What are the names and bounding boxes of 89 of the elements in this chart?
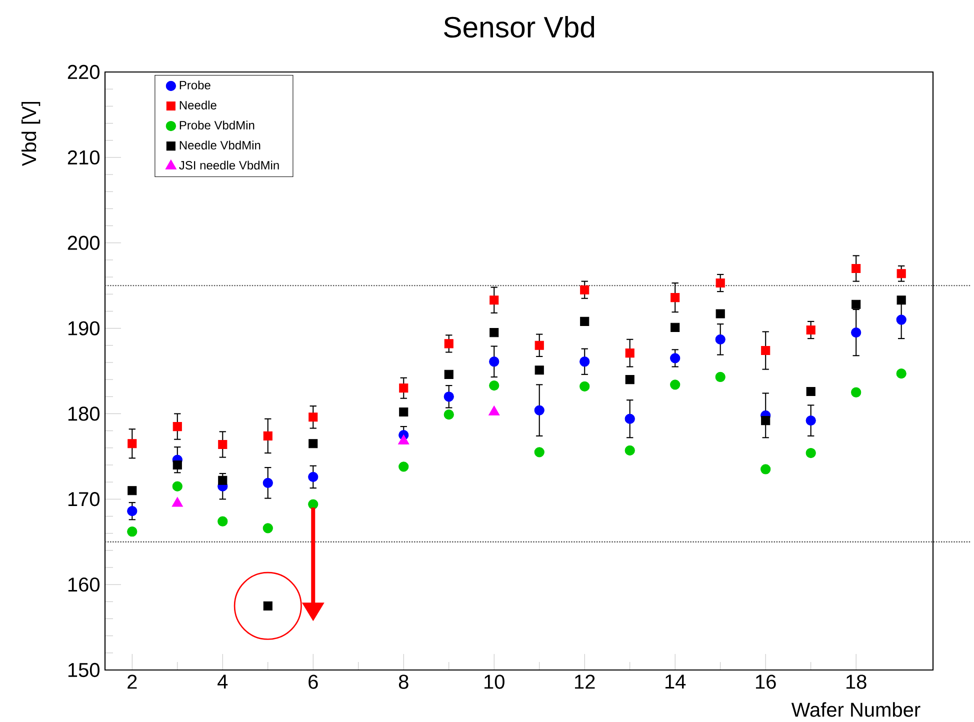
point bbox=[172, 422, 182, 432]
point bbox=[806, 415, 816, 426]
point bbox=[172, 497, 183, 507]
point bbox=[580, 356, 590, 367]
point bbox=[761, 416, 770, 426]
point bbox=[172, 460, 182, 470]
point bbox=[580, 285, 590, 294]
point bbox=[580, 381, 590, 392]
point bbox=[624, 414, 635, 424]
point bbox=[128, 486, 137, 496]
y-tick-label: 150 bbox=[68, 662, 100, 678]
x-tick-label: 18 bbox=[846, 674, 866, 689]
x-tick-label: 2 bbox=[128, 674, 137, 689]
y-tick-label: 210 bbox=[68, 150, 100, 165]
point bbox=[806, 448, 816, 458]
point bbox=[760, 464, 771, 474]
point bbox=[262, 478, 273, 488]
point bbox=[308, 472, 318, 482]
point bbox=[444, 339, 454, 348]
point bbox=[308, 439, 318, 448]
point bbox=[444, 370, 454, 379]
point bbox=[444, 392, 454, 402]
point bbox=[263, 431, 272, 440]
point bbox=[128, 439, 137, 448]
point bbox=[218, 440, 228, 450]
point bbox=[534, 366, 544, 375]
point bbox=[218, 516, 228, 526]
x-tick-label: 4 bbox=[218, 674, 228, 688]
point bbox=[488, 406, 500, 416]
x-tick-label: 12 bbox=[575, 674, 595, 689]
point bbox=[670, 322, 680, 332]
point bbox=[716, 309, 725, 318]
y-tick-label: 200 bbox=[68, 236, 100, 250]
point bbox=[489, 380, 500, 391]
point bbox=[398, 462, 409, 472]
x-axis-title: Wafer Number bbox=[791, 702, 920, 717]
legend-label: JSI needle VbdMin bbox=[179, 160, 279, 170]
point bbox=[127, 526, 138, 537]
point bbox=[308, 499, 318, 510]
point bbox=[715, 334, 726, 344]
point bbox=[851, 327, 862, 338]
point bbox=[625, 348, 634, 358]
x-tick-label: 16 bbox=[756, 674, 776, 689]
y-tick-label: 170 bbox=[68, 492, 100, 506]
point bbox=[399, 407, 408, 417]
x-tick-label: 8 bbox=[398, 674, 408, 689]
y-tick-label: 180 bbox=[68, 406, 100, 421]
point bbox=[896, 296, 906, 305]
point bbox=[534, 405, 544, 416]
point bbox=[172, 481, 182, 492]
point bbox=[625, 375, 634, 384]
y-tick-label: 190 bbox=[68, 321, 100, 336]
legend-label: Probe VbdMin bbox=[180, 120, 254, 130]
point bbox=[399, 384, 408, 393]
point bbox=[806, 325, 816, 335]
point bbox=[262, 523, 273, 534]
point bbox=[489, 356, 500, 367]
point bbox=[852, 264, 861, 274]
point bbox=[670, 293, 680, 302]
point bbox=[715, 372, 726, 382]
y-tick-label: 220 bbox=[68, 64, 100, 80]
point bbox=[670, 380, 680, 390]
point bbox=[761, 346, 770, 356]
point bbox=[444, 410, 454, 420]
point bbox=[716, 278, 725, 288]
legend-label: Probe bbox=[180, 80, 210, 90]
point bbox=[896, 314, 906, 325]
chart-title: Sensor Vbd bbox=[444, 16, 594, 38]
x-tick-label: 14 bbox=[666, 674, 686, 688]
y-tick-label: 160 bbox=[68, 577, 100, 592]
point bbox=[534, 340, 544, 350]
point bbox=[490, 296, 499, 305]
point bbox=[490, 328, 499, 338]
x-tick-label: 10 bbox=[484, 674, 504, 689]
point bbox=[580, 316, 590, 326]
point bbox=[806, 386, 816, 396]
point bbox=[624, 445, 635, 456]
point bbox=[852, 300, 861, 309]
legend-label: Needle VbdMin bbox=[180, 140, 260, 150]
point bbox=[896, 368, 906, 379]
legend-label: Needle bbox=[180, 100, 216, 110]
point bbox=[308, 412, 318, 422]
point bbox=[127, 506, 138, 516]
point bbox=[851, 387, 862, 398]
x-tick-label: 6 bbox=[308, 674, 318, 689]
y-axis-title: Vbd [V] bbox=[22, 102, 40, 166]
point bbox=[896, 269, 906, 278]
point bbox=[670, 353, 680, 364]
point bbox=[534, 447, 544, 458]
